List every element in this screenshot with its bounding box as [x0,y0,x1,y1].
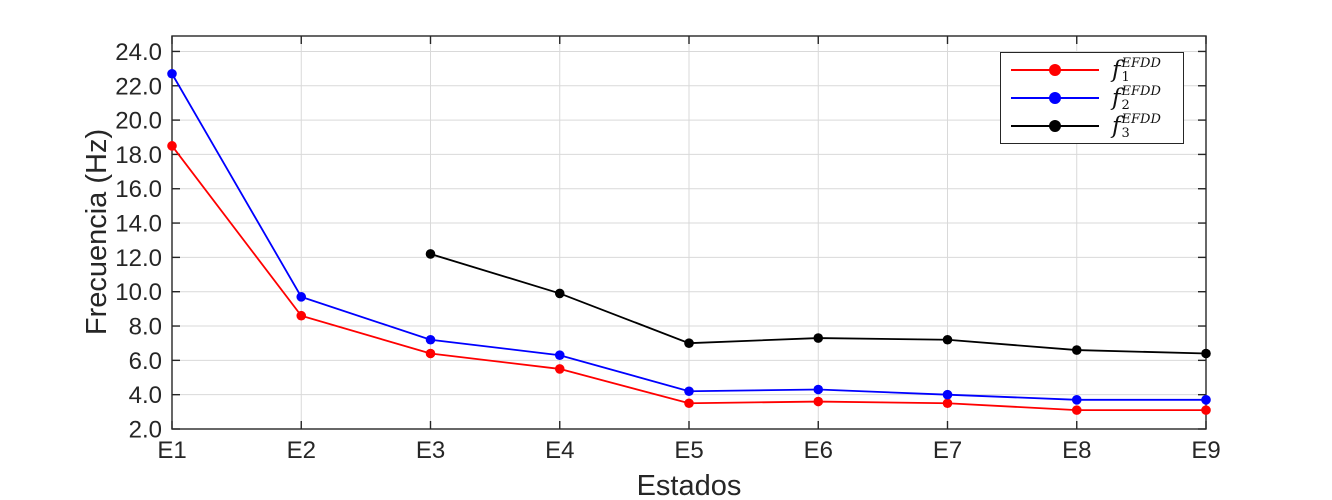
legend-label-f2: f EFDD 2 [1112,84,1161,112]
series-marker-f3-EFDD [1071,345,1082,355]
series-marker-f1-EFDD [425,348,436,359]
series-marker-f3-EFDD [813,333,824,343]
x-tick-label: E9 [1191,437,1220,464]
legend: f EFDD 1 f EFDD 2 [1000,52,1184,144]
y-tick-label: 10.0 [115,279,162,306]
series-marker-f2-EFDD [684,386,694,397]
legend-sample-f3 [1011,120,1099,132]
x-tick-label: E2 [287,437,316,464]
legend-item-f3: f EFDD 3 [1001,112,1183,140]
series-marker-f3-EFDD [554,288,565,299]
series-marker-f2-EFDD [1201,395,1211,405]
x-tick-label: E8 [1062,437,1091,464]
x-tick-label: E1 [157,437,186,464]
y-tick-labels: 2.0 4.0 6.0 8.0 10.0 12.0 14.0 16.0 18.0 20.0 22.0… [115,39,162,444]
x-tick-label: E6 [804,437,833,464]
y-tick-label: 6.0 [129,348,162,375]
y-tick-label: 16.0 [115,176,162,203]
series-marker-f2-EFDD [296,292,307,302]
series-marker-f2-EFDD [554,350,565,361]
series-marker-f2-EFDD [813,384,824,395]
legend-dot-icon [1049,64,1061,76]
legend-label-f2-sub: 2 [1121,98,1130,113]
y-tick-label: 12.0 [115,245,162,272]
legend-label-f3-scripts: EFDD 3 [1122,113,1161,140]
legend-sample-f1 [1011,64,1099,76]
series-marker-f1-EFDD [554,364,565,374]
x-tick-label: E4 [545,437,574,464]
y-tick-label: 20.0 [115,108,162,135]
series-marker-f1-EFDD [1201,405,1211,415]
series-marker-f3-EFDD [1201,348,1211,359]
series-marker-f2-EFDD [425,334,436,345]
legend-label-f1-sub: 1 [1121,70,1130,85]
y-tick-label: 14.0 [115,211,162,238]
x-tick-labels: E1 E2 E3 E4 E5 E6 E7 E8 E9 [157,437,1220,464]
series-marker-f2-EFDD [167,68,177,79]
y-axis-title: Frecuencia (Hz) [81,129,113,335]
x-axis-title: Estados [637,470,742,500]
legend-label-f1: f EFDD 1 [1112,56,1161,84]
legend-label-f2-base: f [1112,84,1121,111]
series-marker-f1-EFDD [167,141,177,151]
x-tick-label: E7 [933,437,962,464]
series-marker-f1-EFDD [813,396,824,407]
series-marker-f2-EFDD [1071,395,1082,405]
x-tick-label: E5 [674,437,703,464]
y-tick-label: 8.0 [129,314,162,341]
legend-label-f3-base: f [1112,112,1121,139]
x-tick-label: E3 [416,437,445,464]
legend-label-f1-base: f [1112,56,1121,83]
series-marker-f1-EFDD [1071,405,1082,415]
series-marker-f3-EFDD [425,249,436,259]
tick-marks [171,36,1207,430]
legend-label-f3-sub: 3 [1121,126,1130,141]
series-marker-f1-EFDD [684,398,694,409]
legend-label-f1-scripts: EFDD 1 [1122,57,1161,84]
y-tick-label: 4.0 [129,382,162,409]
series-marker-f3-EFDD [684,338,694,348]
legend-dot-icon [1049,92,1061,104]
y-tick-label: 24.0 [115,39,162,66]
legend-label-f2-sup: EFDD [1121,84,1161,100]
legend-label-f3-sup: EFDD [1121,112,1161,128]
y-tick-label: 22.0 [115,73,162,100]
legend-sample-f2 [1011,92,1099,104]
y-tick-label: 2.0 [129,417,162,444]
series-marker-f2-EFDD [942,389,953,400]
legend-label-f1-sup: EFDD [1121,56,1161,72]
y-tick-label: 18.0 [115,142,162,169]
legend-label-f3: f EFDD 3 [1112,112,1161,140]
legend-item-f1: f EFDD 1 [1001,56,1183,84]
legend-item-f2: f EFDD 2 [1001,84,1183,112]
series-marker-f1-EFDD [296,310,307,321]
series-marker-f3-EFDD [942,334,953,345]
series-marker-f1-EFDD [942,398,953,409]
legend-label-f2-scripts: EFDD 2 [1122,85,1161,112]
legend-dot-icon [1049,120,1061,132]
gridlines [172,36,1207,429]
